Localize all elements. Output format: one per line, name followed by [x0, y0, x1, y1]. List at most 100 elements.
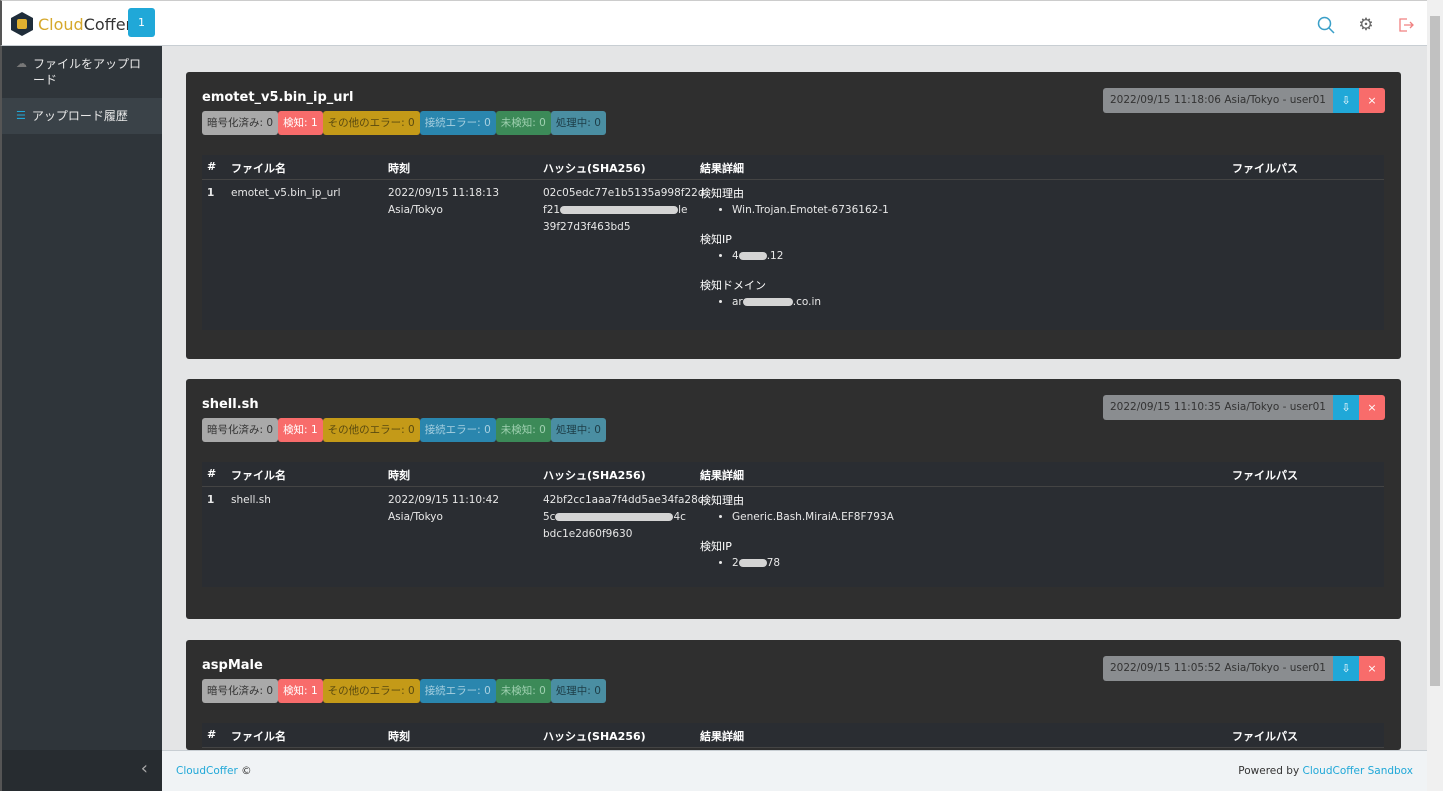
sidebar: ☁ ファイルをアップロード ☰ アップロード履歴 [0, 46, 162, 750]
detail-heading: 検知理由 [700, 187, 744, 200]
footer-brand-link[interactable]: CloudCoffer [176, 765, 238, 777]
card-title: shell.sh [202, 397, 259, 412]
gear-icon[interactable]: ⚙ [1358, 15, 1374, 35]
redaction [560, 206, 679, 214]
upload-meta: 2022/09/15 11:18:06 Asia/Tokyo - user01 [1102, 88, 1333, 113]
column-header: 結果詳細 [700, 469, 744, 482]
column-header: ハッシュ(SHA256) [543, 162, 646, 175]
badge-detected: 検知: 1 [278, 111, 323, 135]
file-name: shell.sh [231, 494, 271, 506]
badge-other-error: その他のエラー: 0 [322, 418, 420, 442]
badge-encrypted: 暗号化済み: 0 [202, 418, 279, 442]
redaction [742, 298, 793, 306]
card-title: emotet_v5.bin_ip_url [202, 90, 354, 105]
time-cell: 2022/09/15 11:10:42 Asia/Tokyo [388, 494, 500, 523]
footer: CloudCoffer © Powered by CloudCoffer San… [162, 750, 1427, 791]
redaction [738, 559, 767, 567]
hash-cell: 42bf2cc1aaa7f4dd5ae34fa28c 5c 4c bdc1e2d60f… [543, 494, 704, 540]
upload-card: emotet_v5.bin_ip_url 暗号化済み: 0 検知: 1 その他のエラ… [186, 72, 1401, 359]
badge-processing: 処理中: 0 [550, 418, 606, 442]
row-number: 1 [207, 187, 215, 199]
badge-undetected: 未検知: 0 [495, 418, 551, 442]
badge-encrypted: 暗号化済み: 0 [202, 679, 279, 703]
badge-detected: 検知: 1 [278, 679, 323, 703]
detail-heading: 検知理由 [700, 494, 744, 507]
badge-encrypted: 暗号化済み: 0 [202, 111, 279, 135]
sidebar-collapse-button[interactable]: ‹ [0, 750, 162, 791]
column-header: 時刻 [388, 162, 410, 175]
badge-other-error: その他のエラー: 0 [322, 111, 420, 135]
upload-meta: 2022/09/15 11:10:35 Asia/Tokyo - user01 [1102, 395, 1333, 420]
detail-item: Win.Trojan.Emotet-6736162-1 [732, 202, 889, 219]
sidebar-item-history[interactable]: ☰ アップロード履歴 [2, 98, 162, 134]
delete-button[interactable]: × [1359, 395, 1385, 420]
detail-heading: 検知IP [700, 540, 732, 553]
delete-button[interactable]: × [1359, 656, 1385, 681]
row-number: 1 [207, 494, 215, 506]
scrollbar[interactable] [1427, 0, 1443, 791]
download-icon[interactable]: ⇩ [1333, 656, 1359, 681]
notification-badge[interactable]: 1 [128, 8, 155, 37]
column-header: ファイル名 [231, 162, 286, 175]
badge-detected: 検知: 1 [278, 418, 323, 442]
result-details: 検知理由 Generic.Bash.MiraiA.EF8F793A 検知IP278 [700, 492, 894, 584]
logo[interactable]: CloudCoffer [11, 12, 132, 36]
column-header: ファイルパス [1232, 730, 1298, 743]
detail-heading: 検知ドメイン [700, 279, 766, 292]
detail-item: ar.co.in [732, 294, 889, 311]
top-navbar: CloudCoffer 1 ⚙ [0, 0, 1427, 46]
scrollbar-thumb[interactable] [1430, 16, 1440, 686]
search-icon[interactable] [1316, 15, 1336, 35]
sandbox-link[interactable]: CloudCoffer Sandbox [1302, 765, 1414, 777]
detail-item: 278 [732, 555, 894, 572]
copyright: © [237, 765, 252, 777]
badge-other-error: その他のエラー: 0 [322, 679, 420, 703]
sidebar-item-upload[interactable]: ☁ ファイルをアップロード [2, 46, 162, 98]
powered-by: Powered by [1238, 765, 1303, 777]
redaction [555, 513, 674, 521]
download-icon[interactable]: ⇩ [1333, 395, 1359, 420]
column-header: ファイルパス [1232, 162, 1298, 175]
hash-cell: 02c05edc77e1b5135a998f22d f21 le 39f27d3f46… [543, 187, 705, 233]
results-table: # ファイル名 時刻 ハッシュ(SHA256) 結果詳細 ファイルパス [202, 723, 1384, 748]
badge-processing: 処理中: 0 [550, 679, 606, 703]
card-title: aspMale [202, 658, 263, 673]
detail-heading: 検知IP [700, 233, 732, 246]
cloud-upload-icon: ☁ [16, 57, 27, 70]
column-header: ハッシュ(SHA256) [543, 469, 646, 482]
brand-coffer: Coffer [83, 14, 133, 34]
column-header: # [207, 467, 217, 480]
logout-icon[interactable] [1396, 15, 1416, 35]
badge-undetected: 未検知: 0 [495, 111, 551, 135]
column-header: ファイル名 [231, 730, 286, 743]
logo-icon [11, 12, 33, 36]
column-header: ファイルパス [1232, 469, 1298, 482]
delete-button[interactable]: × [1359, 88, 1385, 113]
column-header: ファイル名 [231, 469, 286, 482]
column-header: 結果詳細 [700, 730, 744, 743]
upload-meta: 2022/09/15 11:05:52 Asia/Tokyo - user01 [1102, 656, 1333, 681]
column-header: # [207, 728, 217, 741]
table-row: 1 shell.sh 2022/09/15 11:10:42 Asia/Tokyo… [202, 487, 1384, 587]
list-icon: ☰ [16, 109, 26, 122]
time-cell: 2022/09/15 11:18:13 Asia/Tokyo [388, 187, 500, 216]
badge-connection-error: 接続エラー: 0 [419, 679, 496, 703]
detail-item: Generic.Bash.MiraiA.EF8F793A [732, 509, 894, 526]
badge-connection-error: 接続エラー: 0 [419, 418, 496, 442]
badge-undetected: 未検知: 0 [495, 679, 551, 703]
result-details: 検知理由 Win.Trojan.Emotet-6736162-1 検知IP4.12 検… [700, 185, 889, 323]
badge-connection-error: 接続エラー: 0 [419, 111, 496, 135]
results-table: # ファイル名 時刻 ハッシュ(SHA256) 結果詳細 ファイルパス 1 shell.s… [202, 462, 1384, 587]
upload-card: shell.sh 暗号化済み: 0 検知: 1 その他のエラー: 0 接続エラー: 0… [186, 379, 1401, 619]
main-content: emotet_v5.bin_ip_url 暗号化済み: 0 検知: 1 その他のエラ… [162, 46, 1427, 750]
column-header: 結果詳細 [700, 162, 744, 175]
sidebar-item-label: ファイルをアップロード [33, 57, 142, 87]
results-table: # ファイル名 時刻 ハッシュ(SHA256) 結果詳細 ファイルパス 1 emotet_… [202, 155, 1384, 330]
sidebar-item-label: アップロード履歴 [31, 109, 128, 123]
download-icon[interactable]: ⇩ [1333, 88, 1359, 113]
brand-cloud: Cloud [38, 14, 84, 34]
column-header: 時刻 [388, 730, 410, 743]
table-row: 1 emotet_v5.bin_ip_url 2022/09/15 11:18:… [202, 180, 1384, 330]
file-name: emotet_v5.bin_ip_url [231, 187, 341, 199]
